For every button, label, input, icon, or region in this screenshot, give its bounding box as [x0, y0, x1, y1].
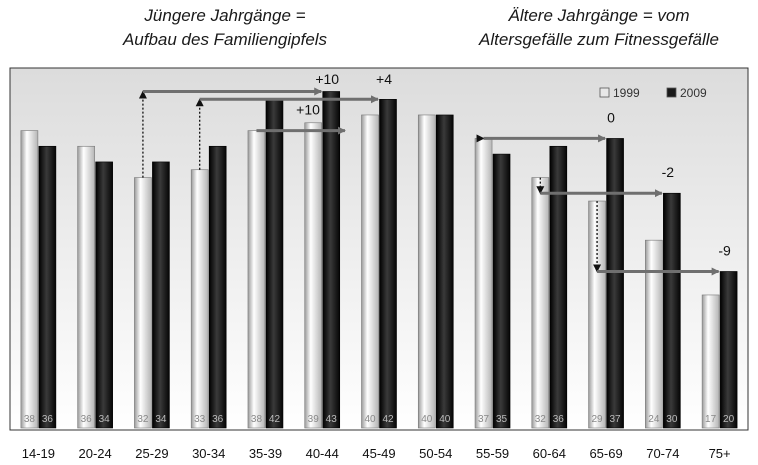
bar-2009-45-49: [379, 99, 397, 429]
bar-2009-14-19: [38, 145, 57, 429]
value-label-1999-70-74: 24: [648, 414, 660, 425]
bar-1999-25-29: [134, 177, 152, 429]
x-tick-label-40-44: 40-44: [306, 446, 339, 461]
x-tick-label-70-74: 70-74: [646, 446, 679, 461]
x-tick-label-65-69: 65-69: [589, 446, 622, 461]
legend-label-2009: 2009: [680, 86, 707, 100]
value-label-2009-60-64: 36: [553, 414, 565, 425]
plot-area: [9, 67, 749, 431]
x-tick-label-14-19: 14-19: [22, 446, 55, 461]
heading-right-line1: Ältere Jahrgänge = vom: [508, 6, 690, 25]
bar-1999-30-34: [190, 169, 209, 429]
value-label-2009-75+: 20: [723, 414, 735, 425]
x-tick-label-30-34: 30-34: [192, 446, 225, 461]
bars-group: [20, 91, 738, 429]
value-label-1999-55-59: 37: [478, 414, 490, 425]
value-label-1999-60-64: 32: [535, 414, 547, 425]
bar-1999-35-39: [247, 130, 266, 429]
bar-1999-70-74: [645, 239, 663, 429]
legend-label-1999: 1999: [613, 86, 640, 100]
heading-left: Jüngere Jahrgänge = Aufbau des Familieng…: [60, 4, 390, 52]
x-tick-label-60-64: 60-64: [533, 446, 566, 461]
value-label-1999-20-24: 36: [81, 414, 93, 425]
value-label-2009-35-39: 42: [269, 414, 281, 425]
x-tick-label-55-59: 55-59: [476, 446, 509, 461]
annotation-label-1: +10: [315, 71, 339, 87]
bar-2009-30-34: [208, 145, 227, 429]
value-label-1999-75+: 17: [705, 414, 717, 425]
bar-2009-65-69: [606, 138, 624, 429]
annotation-5: -9: [593, 201, 731, 276]
value-labels: 38 36 36 34 32 34 33 36 38 42 39 43 40 42 40 40 37 35 32 36…: [24, 414, 735, 425]
bar-2009-55-59: [492, 153, 511, 429]
x-tick-label-45-49: 45-49: [362, 446, 395, 461]
legend-swatch-2009: [666, 87, 677, 98]
value-label-2009-50-54: 40: [439, 414, 451, 425]
value-label-1999-25-29: 32: [137, 414, 149, 425]
value-label-1999-40-44: 39: [308, 414, 320, 425]
value-label-2009-40-44: 43: [326, 414, 338, 425]
x-axis-labels: 14-19 20-24 25-29 30-34 35-39 40-44 45-49 50-54…: [22, 446, 731, 461]
value-label-2009-45-49: 42: [382, 414, 394, 425]
annotation-arrows: +10 +10 +4 0 -2 -9: [138, 71, 731, 276]
legend: 1999 2009: [599, 86, 707, 100]
bar-1999-45-49: [361, 114, 379, 429]
value-label-2009-25-29: 34: [155, 414, 167, 425]
x-tick-label-20-24: 20-24: [79, 446, 112, 461]
annotation-label-5: -9: [718, 242, 731, 258]
bar-1999-50-54: [417, 114, 436, 429]
bar-2009-75+: [719, 271, 738, 429]
bar-1999-40-44: [304, 122, 323, 429]
value-label-2009-70-74: 30: [666, 414, 678, 425]
bar-1999-60-64: [531, 177, 550, 429]
value-label-1999-14-19: 38: [24, 414, 36, 425]
bar-1999-55-59: [474, 138, 493, 429]
annotation-4: -2: [536, 164, 675, 198]
x-tick-label-25-29: 25-29: [135, 446, 168, 461]
annotation-1: +10: [138, 71, 339, 178]
bar-2009-40-44: [322, 91, 341, 429]
value-label-2009-65-69: 37: [610, 414, 622, 425]
value-label-1999-50-54: 40: [421, 414, 433, 425]
bar-2009-70-74: [663, 192, 681, 429]
bar-1999-75+: [701, 294, 720, 429]
heading-right-line2: Altersgefälle zum Fitnessgefälle: [478, 30, 719, 49]
value-label-1999-35-39: 38: [251, 414, 263, 425]
bar-2009-25-29: [152, 161, 170, 429]
bar-2009-50-54: [435, 114, 454, 429]
annotation-label-2: +4: [376, 71, 392, 87]
bar-1999-14-19: [20, 130, 39, 429]
value-label-2009-55-59: 35: [496, 414, 508, 425]
heading-left-line2: Aufbau des Familiengipfels: [122, 30, 328, 49]
heading-left-line1: Jüngere Jahrgänge =: [144, 6, 306, 25]
legend-swatch-1999: [599, 87, 610, 98]
annotation-3: 0: [483, 109, 615, 143]
annotation-0: +10: [256, 102, 346, 135]
annotation-label-4: -2: [662, 164, 675, 180]
annotation-label-0: +10: [296, 102, 320, 118]
value-label-2009-14-19: 36: [42, 414, 54, 425]
value-label-1999-30-34: 33: [194, 414, 206, 425]
x-tick-label-75+: 75+: [709, 446, 731, 461]
heading-right: Ältere Jahrgänge = vom Altersgefälle zum…: [440, 4, 758, 52]
x-tick-label-50-54: 50-54: [419, 446, 452, 461]
bar-1999-65-69: [588, 200, 606, 429]
bar-2009-20-24: [95, 161, 113, 429]
bar-1999-20-24: [77, 145, 95, 429]
x-tick-label-35-39: 35-39: [249, 446, 282, 461]
bar-2009-60-64: [549, 145, 568, 429]
value-label-1999-65-69: 29: [592, 414, 604, 425]
value-label-1999-45-49: 40: [364, 414, 376, 425]
value-label-2009-20-24: 34: [99, 414, 111, 425]
bar-2009-35-39: [265, 99, 284, 429]
annotation-2: +4: [195, 71, 392, 170]
value-label-2009-30-34: 36: [212, 414, 224, 425]
annotation-label-3: 0: [607, 109, 615, 125]
